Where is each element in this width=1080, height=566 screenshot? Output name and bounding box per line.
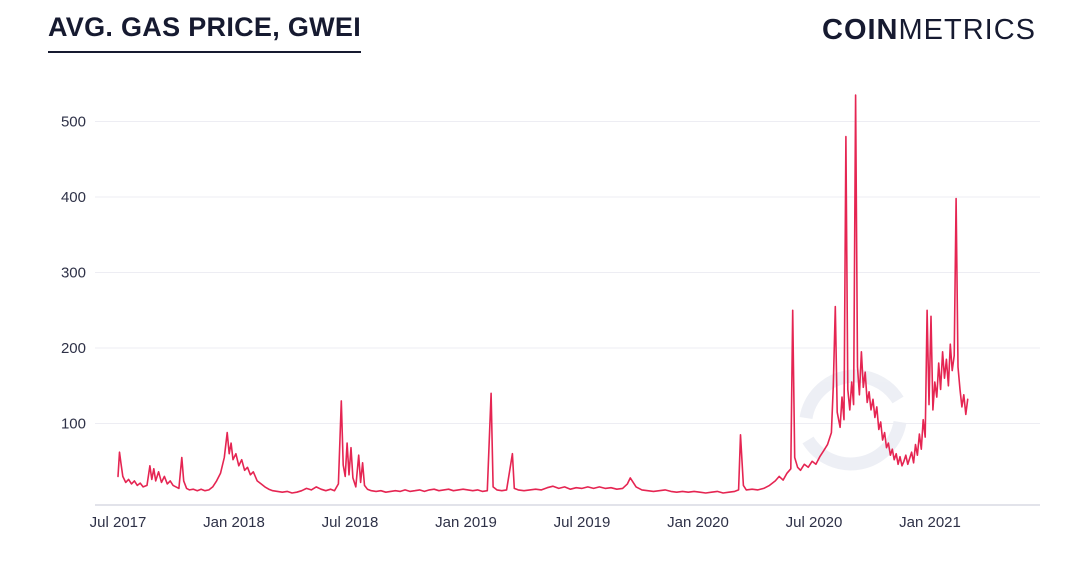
x-axis-tick-label: Jul 2020	[786, 514, 843, 531]
y-axis-tick-label: 400	[61, 189, 86, 206]
coinmetrics-watermark-icon	[799, 369, 907, 471]
coinmetrics-logo: COINMETRICS	[822, 12, 1036, 47]
chart-header: AVG. GAS PRICE, GWEI COINMETRICS	[48, 12, 1036, 53]
chart-title: AVG. GAS PRICE, GWEI	[48, 12, 362, 53]
y-axis-tick-label: 100	[61, 416, 86, 433]
logo-text-bold: COIN	[822, 14, 899, 46]
x-axis-tick-label: Jan 2018	[203, 514, 265, 531]
y-axis-tick-label: 300	[61, 265, 86, 282]
chart-canvas: 100 200 300 400 500 Jul 2017 Jan 2018 Jul 2018 J…	[61, 94, 1040, 531]
watermark-arc	[802, 420, 907, 471]
x-axis-tick-label: Jul 2018	[322, 514, 379, 531]
watermark-arc	[799, 369, 904, 420]
x-axis-tick-label: Jan 2019	[435, 514, 497, 531]
y-axis-tick-label: 200	[61, 340, 86, 357]
x-axis-tick-label: Jul 2019	[554, 514, 611, 531]
x-axis-tick-label: Jan 2021	[899, 514, 961, 531]
logo-text-light: METRICS	[898, 14, 1036, 46]
gas-price-line-chart: 100 200 300 400 500 Jul 2017 Jan 2018 Jul 2018 J…	[0, 60, 1080, 560]
price-line	[117, 94, 969, 494]
y-axis-tick-label: 500	[61, 114, 86, 131]
x-axis-tick-label: Jul 2017	[90, 514, 147, 531]
x-axis-tick-label: Jan 2020	[667, 514, 729, 531]
